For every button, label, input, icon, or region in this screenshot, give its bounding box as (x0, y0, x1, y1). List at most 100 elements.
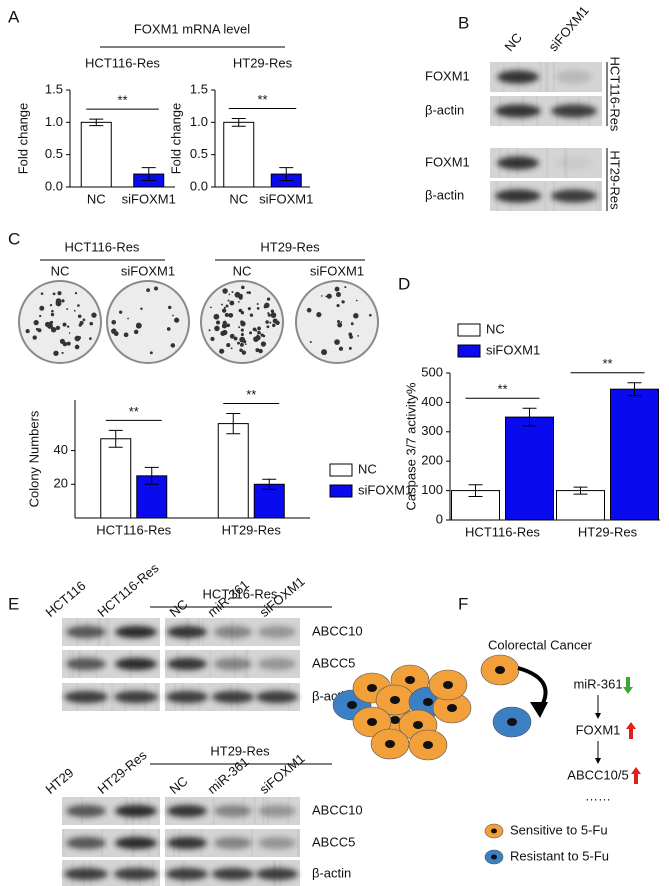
colony (220, 330, 226, 336)
y-axis-label: Colony Numbers (26, 410, 41, 507)
y-tick-label: 500 (421, 364, 443, 379)
blot-band (258, 657, 296, 671)
legend-swatch (329, 484, 353, 498)
blot-band (66, 804, 106, 818)
colony (77, 336, 81, 340)
x-tick-label: HCT116-Res (465, 524, 540, 539)
nucleus (405, 676, 415, 684)
lane-label: HCT116-Res (94, 560, 161, 620)
colony (337, 322, 343, 328)
blot-band (556, 70, 592, 84)
error-bar (262, 478, 277, 490)
colony (216, 320, 221, 325)
legend-label: Sensitive to 5-Fu (510, 822, 608, 837)
y-tick-label: 20 (54, 476, 68, 491)
error-bar (279, 167, 294, 182)
blot-band (115, 657, 157, 671)
significance-label: ** (117, 93, 127, 108)
colony (336, 304, 340, 308)
nucleus (423, 698, 433, 706)
colony (25, 329, 30, 334)
colony (49, 321, 53, 325)
colony (255, 329, 258, 332)
blot-band (214, 804, 252, 818)
blot-band (166, 690, 208, 704)
colony (257, 326, 261, 331)
colony (260, 341, 267, 347)
colony (275, 320, 280, 326)
blot-noise (546, 62, 549, 92)
panel-label: F (458, 594, 468, 613)
colony (44, 321, 51, 328)
nucleus (447, 704, 457, 712)
nucleus (390, 716, 400, 724)
colony (357, 335, 360, 337)
blot-band (64, 867, 108, 881)
chart-title: HT29-Res (233, 55, 293, 70)
x-tick-label: NC (229, 191, 248, 206)
colony (37, 328, 42, 333)
blot-band (167, 657, 207, 671)
colony (355, 299, 358, 302)
colony (221, 303, 223, 306)
blot-band (256, 690, 298, 704)
arrow-head (530, 702, 548, 718)
error-bar (231, 117, 246, 127)
colony (248, 291, 251, 295)
y-tick-label: 0.5 (45, 146, 63, 161)
indicator-arrow (631, 767, 641, 784)
nucleus (491, 828, 497, 834)
colony (127, 317, 129, 320)
colony (237, 341, 241, 345)
colony (241, 350, 247, 355)
blot-noise (157, 829, 160, 857)
colony (149, 351, 153, 355)
pathway-step: FOXM1 (576, 722, 621, 737)
blot-band (258, 625, 296, 639)
colony (77, 314, 82, 319)
blot-band (115, 836, 157, 850)
y-axis-label: Fold change (15, 103, 30, 175)
plate (106, 280, 190, 364)
colony (316, 312, 322, 318)
colony (338, 346, 344, 351)
panel-label: C (8, 229, 20, 248)
blot-band (167, 625, 207, 639)
colony (228, 312, 234, 318)
bar (610, 388, 659, 521)
colony (253, 336, 259, 343)
bar (505, 416, 554, 521)
blot-band (551, 104, 597, 118)
colony (237, 301, 240, 303)
colony (50, 312, 55, 317)
y-tick-label: 100 (421, 482, 443, 497)
y-tick-label: 0.0 (45, 178, 63, 193)
colony (229, 300, 235, 306)
colony (55, 298, 62, 304)
colony (52, 292, 56, 296)
colony (335, 292, 341, 298)
panel-header: HCT116-Res (203, 586, 278, 601)
blot-noise (107, 618, 110, 646)
colony (61, 351, 64, 355)
colony (238, 293, 243, 298)
diagram-title: Colorectal Cancer (488, 637, 593, 652)
colony (53, 350, 59, 356)
colony (240, 311, 245, 315)
colony (40, 292, 44, 295)
panel-header: FOXM1 mRNA level (134, 21, 250, 36)
blot-band (256, 867, 298, 881)
colony (255, 348, 260, 353)
blot-band (167, 836, 207, 850)
lane-label: NC (166, 773, 190, 797)
x-tick-label: siFOXM1 (259, 191, 313, 206)
y-tick-label: 400 (421, 394, 443, 409)
significance-label: ** (497, 382, 507, 397)
colony (227, 299, 230, 302)
nucleus (347, 701, 357, 709)
panel-label: D (398, 274, 410, 293)
x-tick-label: NC (87, 191, 106, 206)
legend-label: Resistant to 5-Fu (510, 848, 609, 863)
blot-band (258, 836, 296, 850)
blot-band (214, 625, 252, 639)
